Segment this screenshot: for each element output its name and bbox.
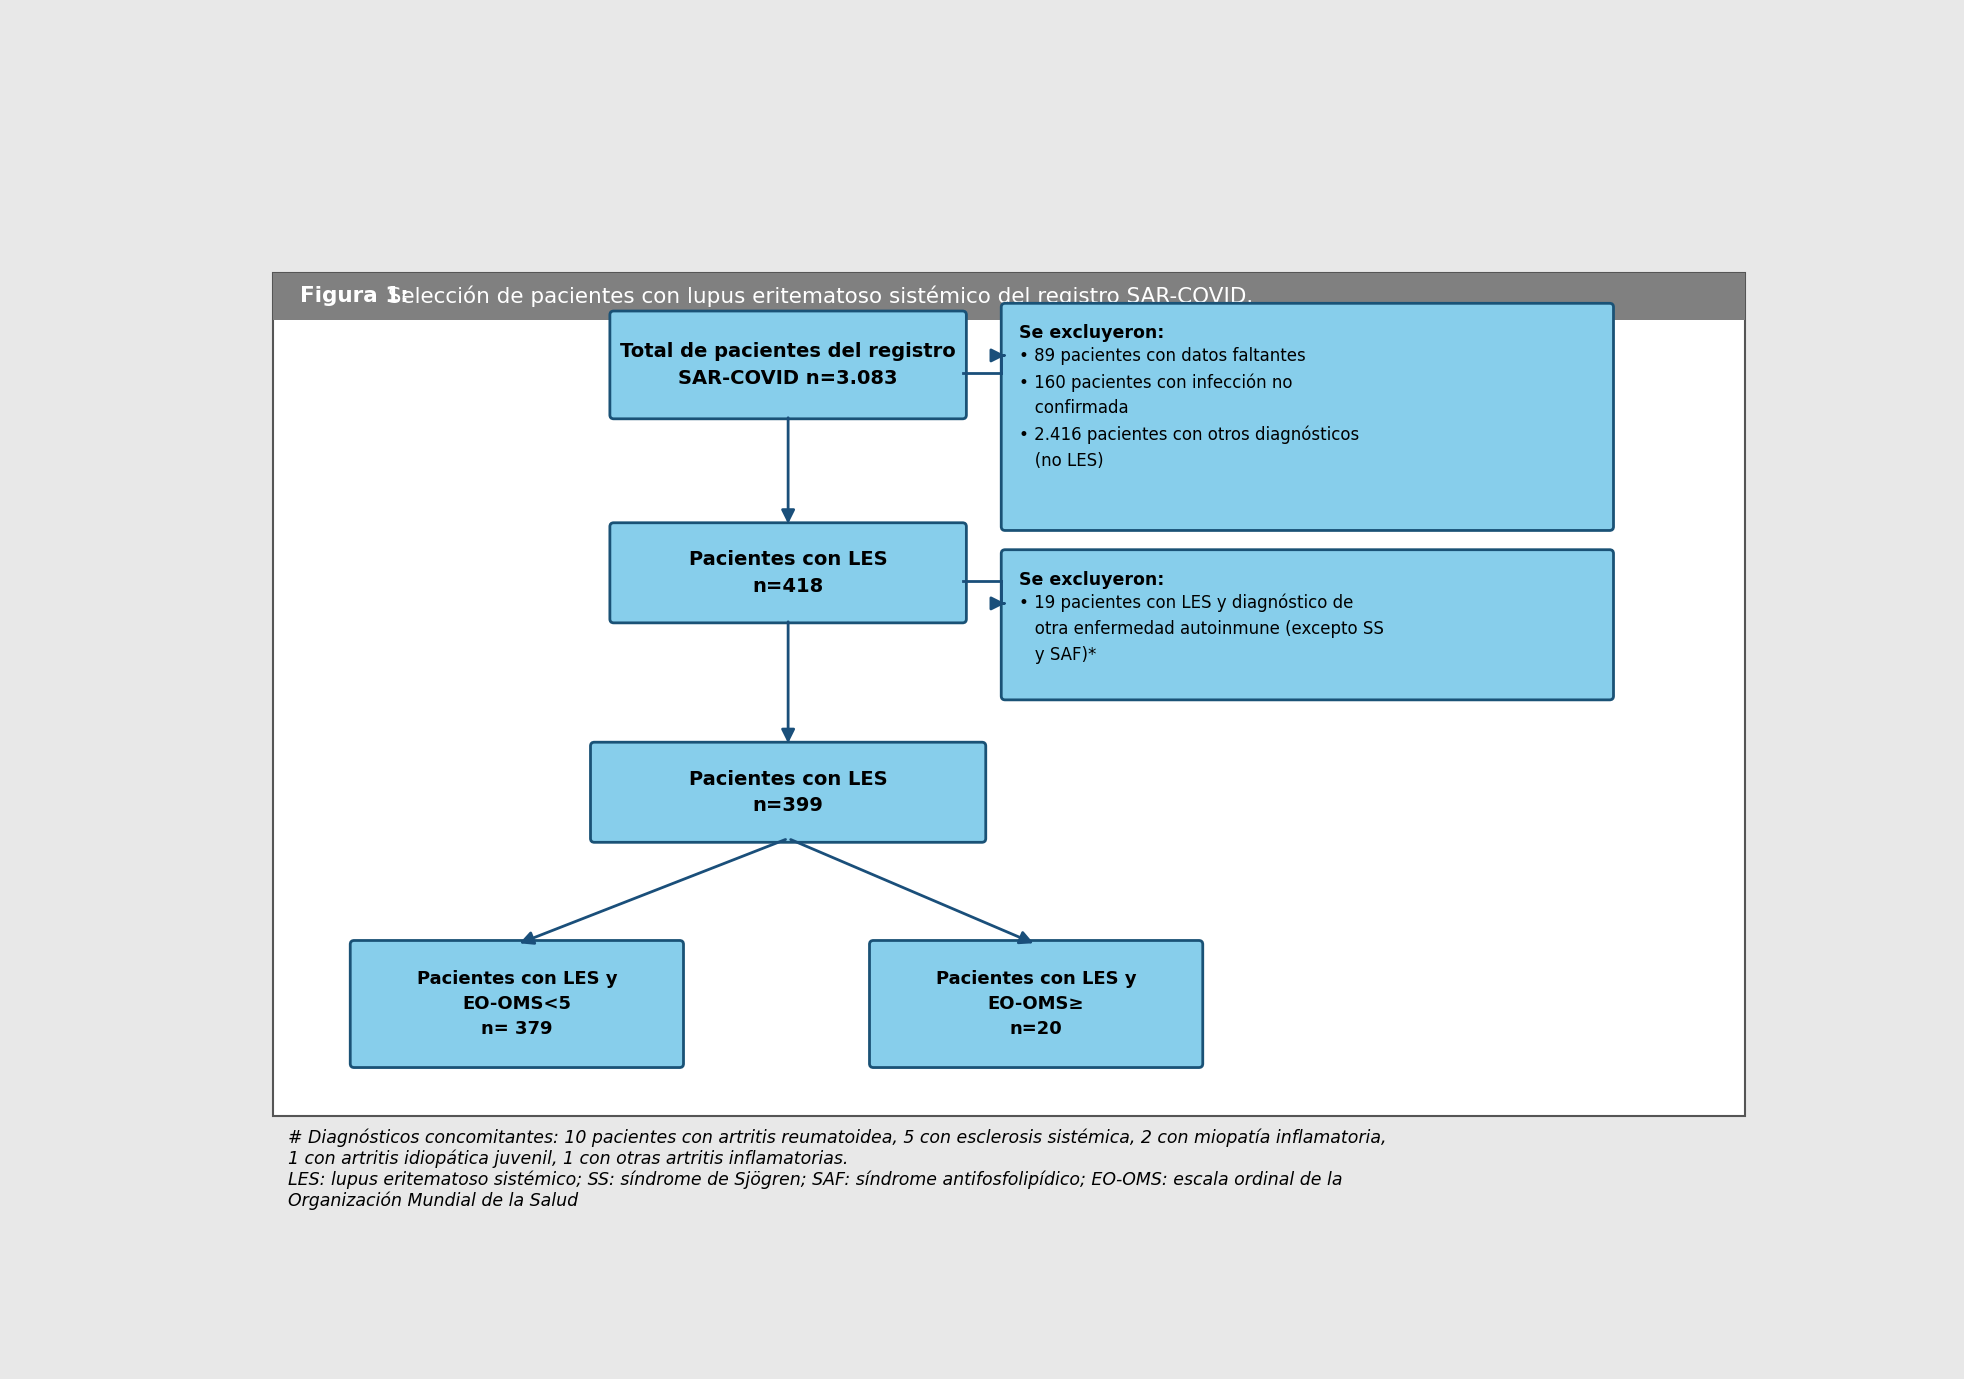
FancyBboxPatch shape xyxy=(868,940,1202,1067)
Text: Figura 1:: Figura 1: xyxy=(300,287,409,306)
FancyBboxPatch shape xyxy=(609,312,966,419)
FancyBboxPatch shape xyxy=(609,523,966,623)
FancyBboxPatch shape xyxy=(1002,550,1612,701)
Text: Se excluyeron:: Se excluyeron: xyxy=(1019,571,1165,589)
FancyBboxPatch shape xyxy=(273,273,1744,320)
Text: Pacientes con LES y
EO-OMS≥
n=20: Pacientes con LES y EO-OMS≥ n=20 xyxy=(935,969,1135,1038)
Text: Organización Mundial de la Salud: Organización Mundial de la Salud xyxy=(289,1191,577,1209)
FancyBboxPatch shape xyxy=(273,273,1744,1116)
Text: • 19 pacientes con LES y diagnóstico de
   otra enfermedad autoinmune (excepto S: • 19 pacientes con LES y diagnóstico de … xyxy=(1019,593,1383,663)
Text: Se excluyeron:: Se excluyeron: xyxy=(1019,324,1165,342)
FancyBboxPatch shape xyxy=(591,742,986,843)
Text: Pacientes con LES y
EO-OMS<5
n= 379: Pacientes con LES y EO-OMS<5 n= 379 xyxy=(416,969,617,1038)
FancyBboxPatch shape xyxy=(1002,303,1612,531)
Text: Selección de pacientes con lupus eritematoso sistémico del registro SAR-COVID.: Selección de pacientes con lupus eritema… xyxy=(381,285,1253,308)
Text: # Diagnósticos concomitantes: 10 pacientes con artritis reumatoidea, 5 con escle: # Diagnósticos concomitantes: 10 pacient… xyxy=(289,1129,1387,1147)
Text: Total de pacientes del registro
SAR-COVID n=3.083: Total de pacientes del registro SAR-COVI… xyxy=(621,342,956,387)
Text: Pacientes con LES
n=399: Pacientes con LES n=399 xyxy=(689,769,888,815)
Text: • 89 pacientes con datos faltantes
• 160 pacientes con infección no
   confirmad: • 89 pacientes con datos faltantes • 160… xyxy=(1019,348,1359,470)
Text: LES: lupus eritematoso sistémico; SS: síndrome de Sjögren; SAF: síndrome antifos: LES: lupus eritematoso sistémico; SS: sí… xyxy=(289,1171,1341,1189)
Text: Pacientes con LES
n=418: Pacientes con LES n=418 xyxy=(689,550,888,596)
Text: 1 con artritis idiopática juvenil, 1 con otras artritis inflamatorias.: 1 con artritis idiopática juvenil, 1 con… xyxy=(289,1150,848,1168)
FancyBboxPatch shape xyxy=(350,940,683,1067)
